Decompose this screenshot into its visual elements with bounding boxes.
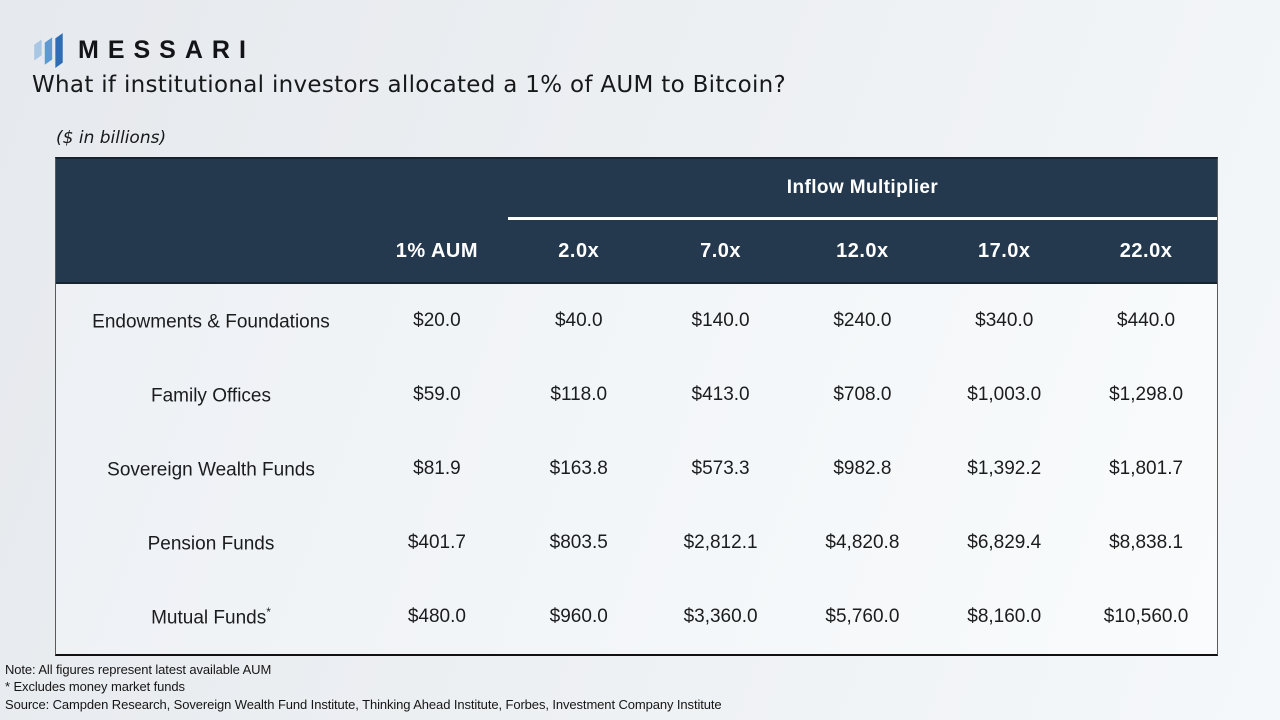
cell-value: $5,760.0	[825, 606, 900, 627]
cell-value: $1,392.2	[967, 458, 1042, 479]
row-label-text: Endowments & Foundations	[92, 311, 330, 333]
table-row-sovereign-wealth: Sovereign Wealth Funds $81.9 $163.8 $573…	[56, 432, 1217, 506]
row-label-sup: *	[266, 604, 271, 619]
column-header-7x: 7.0x	[700, 239, 742, 262]
table-row-family-offices: Family Offices $59.0 $118.0 $413.0 $708.…	[56, 358, 1217, 432]
row-label: Endowments & Foundations	[56, 309, 366, 333]
column-header-1pct-aum: 1% AUM	[395, 239, 479, 262]
table-row-endowments: Endowments & Foundations $20.0 $40.0 $14…	[56, 284, 1217, 358]
cell-value: $982.8	[833, 458, 892, 479]
cell-value: $401.7	[407, 532, 466, 553]
cell-value: $1,801.7	[1109, 458, 1184, 479]
cell-value: $1,298.0	[1109, 384, 1184, 405]
footnote-note: Note: All figures represent latest avail…	[5, 662, 272, 677]
cell-value: $8,838.1	[1109, 532, 1184, 553]
footnote-source: Source: Campden Research, Sovereign Weal…	[5, 696, 722, 712]
row-label-text: Family Offices	[150, 385, 271, 407]
column-header-12x: 12.0x	[836, 239, 889, 262]
footnote-asterisk: * Excludes money market funds	[5, 679, 185, 695]
table-column-header-row: 1% AUM 2.0x 7.0x 12.0x 17.0x 22.0x	[56, 220, 1217, 282]
inflow-multiplier-group-header: Inflow Multiplier	[508, 159, 1217, 220]
row-label: Mutual Funds*	[56, 605, 366, 629]
row-label: Family Offices	[56, 383, 366, 407]
table-group-header-row: Inflow Multiplier	[56, 159, 1217, 220]
table-header: Inflow Multiplier 1% AUM 2.0x 7.0x 12.0x…	[56, 159, 1217, 284]
table-body: Endowments & Foundations $20.0 $40.0 $14…	[56, 284, 1217, 654]
group-header-spacer	[56, 159, 508, 220]
row-label-text: Pension Funds	[147, 533, 275, 555]
cell-value: $40.0	[554, 310, 603, 331]
cell-value: $573.3	[691, 458, 750, 479]
table-row-pension-funds: Pension Funds $401.7 $803.5 $2,812.1 $4,…	[56, 506, 1217, 580]
cell-value: $8,160.0	[967, 606, 1042, 627]
cell-value: $960.0	[549, 606, 608, 627]
cell-value: $440.0	[1117, 310, 1176, 331]
cell-value: $340.0	[975, 310, 1034, 331]
cell-value: $413.0	[691, 384, 750, 405]
row-label-text: Mutual Funds	[151, 607, 267, 629]
cell-value: $480.0	[407, 606, 466, 627]
cell-value: $1,003.0	[967, 384, 1042, 405]
row-label: Sovereign Wealth Funds	[56, 457, 366, 481]
cell-value: $4,820.8	[825, 532, 900, 553]
footnotes: Note: All figures represent latest avail…	[5, 661, 722, 713]
column-header-22x: 22.0x	[1119, 239, 1173, 262]
row-label: Pension Funds	[56, 531, 366, 555]
cell-value: $708.0	[833, 384, 892, 405]
column-header-2x: 2.0x	[558, 239, 600, 262]
cell-value: $59.0	[413, 384, 461, 405]
page-title: What if institutional investors allocate…	[32, 72, 787, 98]
table-row-mutual-funds: Mutual Funds* $480.0 $960.0 $3,360.0 $5,…	[56, 580, 1217, 654]
cell-value: $6,829.4	[967, 532, 1042, 553]
cell-value: $10,560.0	[1103, 606, 1189, 627]
cell-value: $2,812.1	[683, 532, 758, 553]
units-label: ($ in billions)	[56, 128, 167, 148]
cell-value: $81.9	[413, 458, 461, 479]
column-header-17x: 17.0x	[977, 239, 1031, 262]
cell-value: $803.5	[549, 532, 608, 553]
aum-inflow-table: Inflow Multiplier 1% AUM 2.0x 7.0x 12.0x…	[55, 157, 1218, 656]
cell-value: $20.0	[413, 310, 461, 331]
cell-value: $140.0	[691, 310, 750, 331]
cell-value: $240.0	[833, 310, 892, 331]
messari-bars-icon	[34, 33, 63, 68]
brand-wordmark: MESSARI	[78, 35, 255, 64]
cell-value: $3,360.0	[683, 606, 758, 627]
cell-value: $118.0	[550, 384, 608, 405]
row-label-text: Sovereign Wealth Funds	[107, 459, 315, 481]
brand-header: MESSARI	[30, 31, 255, 69]
cell-value: $163.8	[549, 458, 608, 479]
